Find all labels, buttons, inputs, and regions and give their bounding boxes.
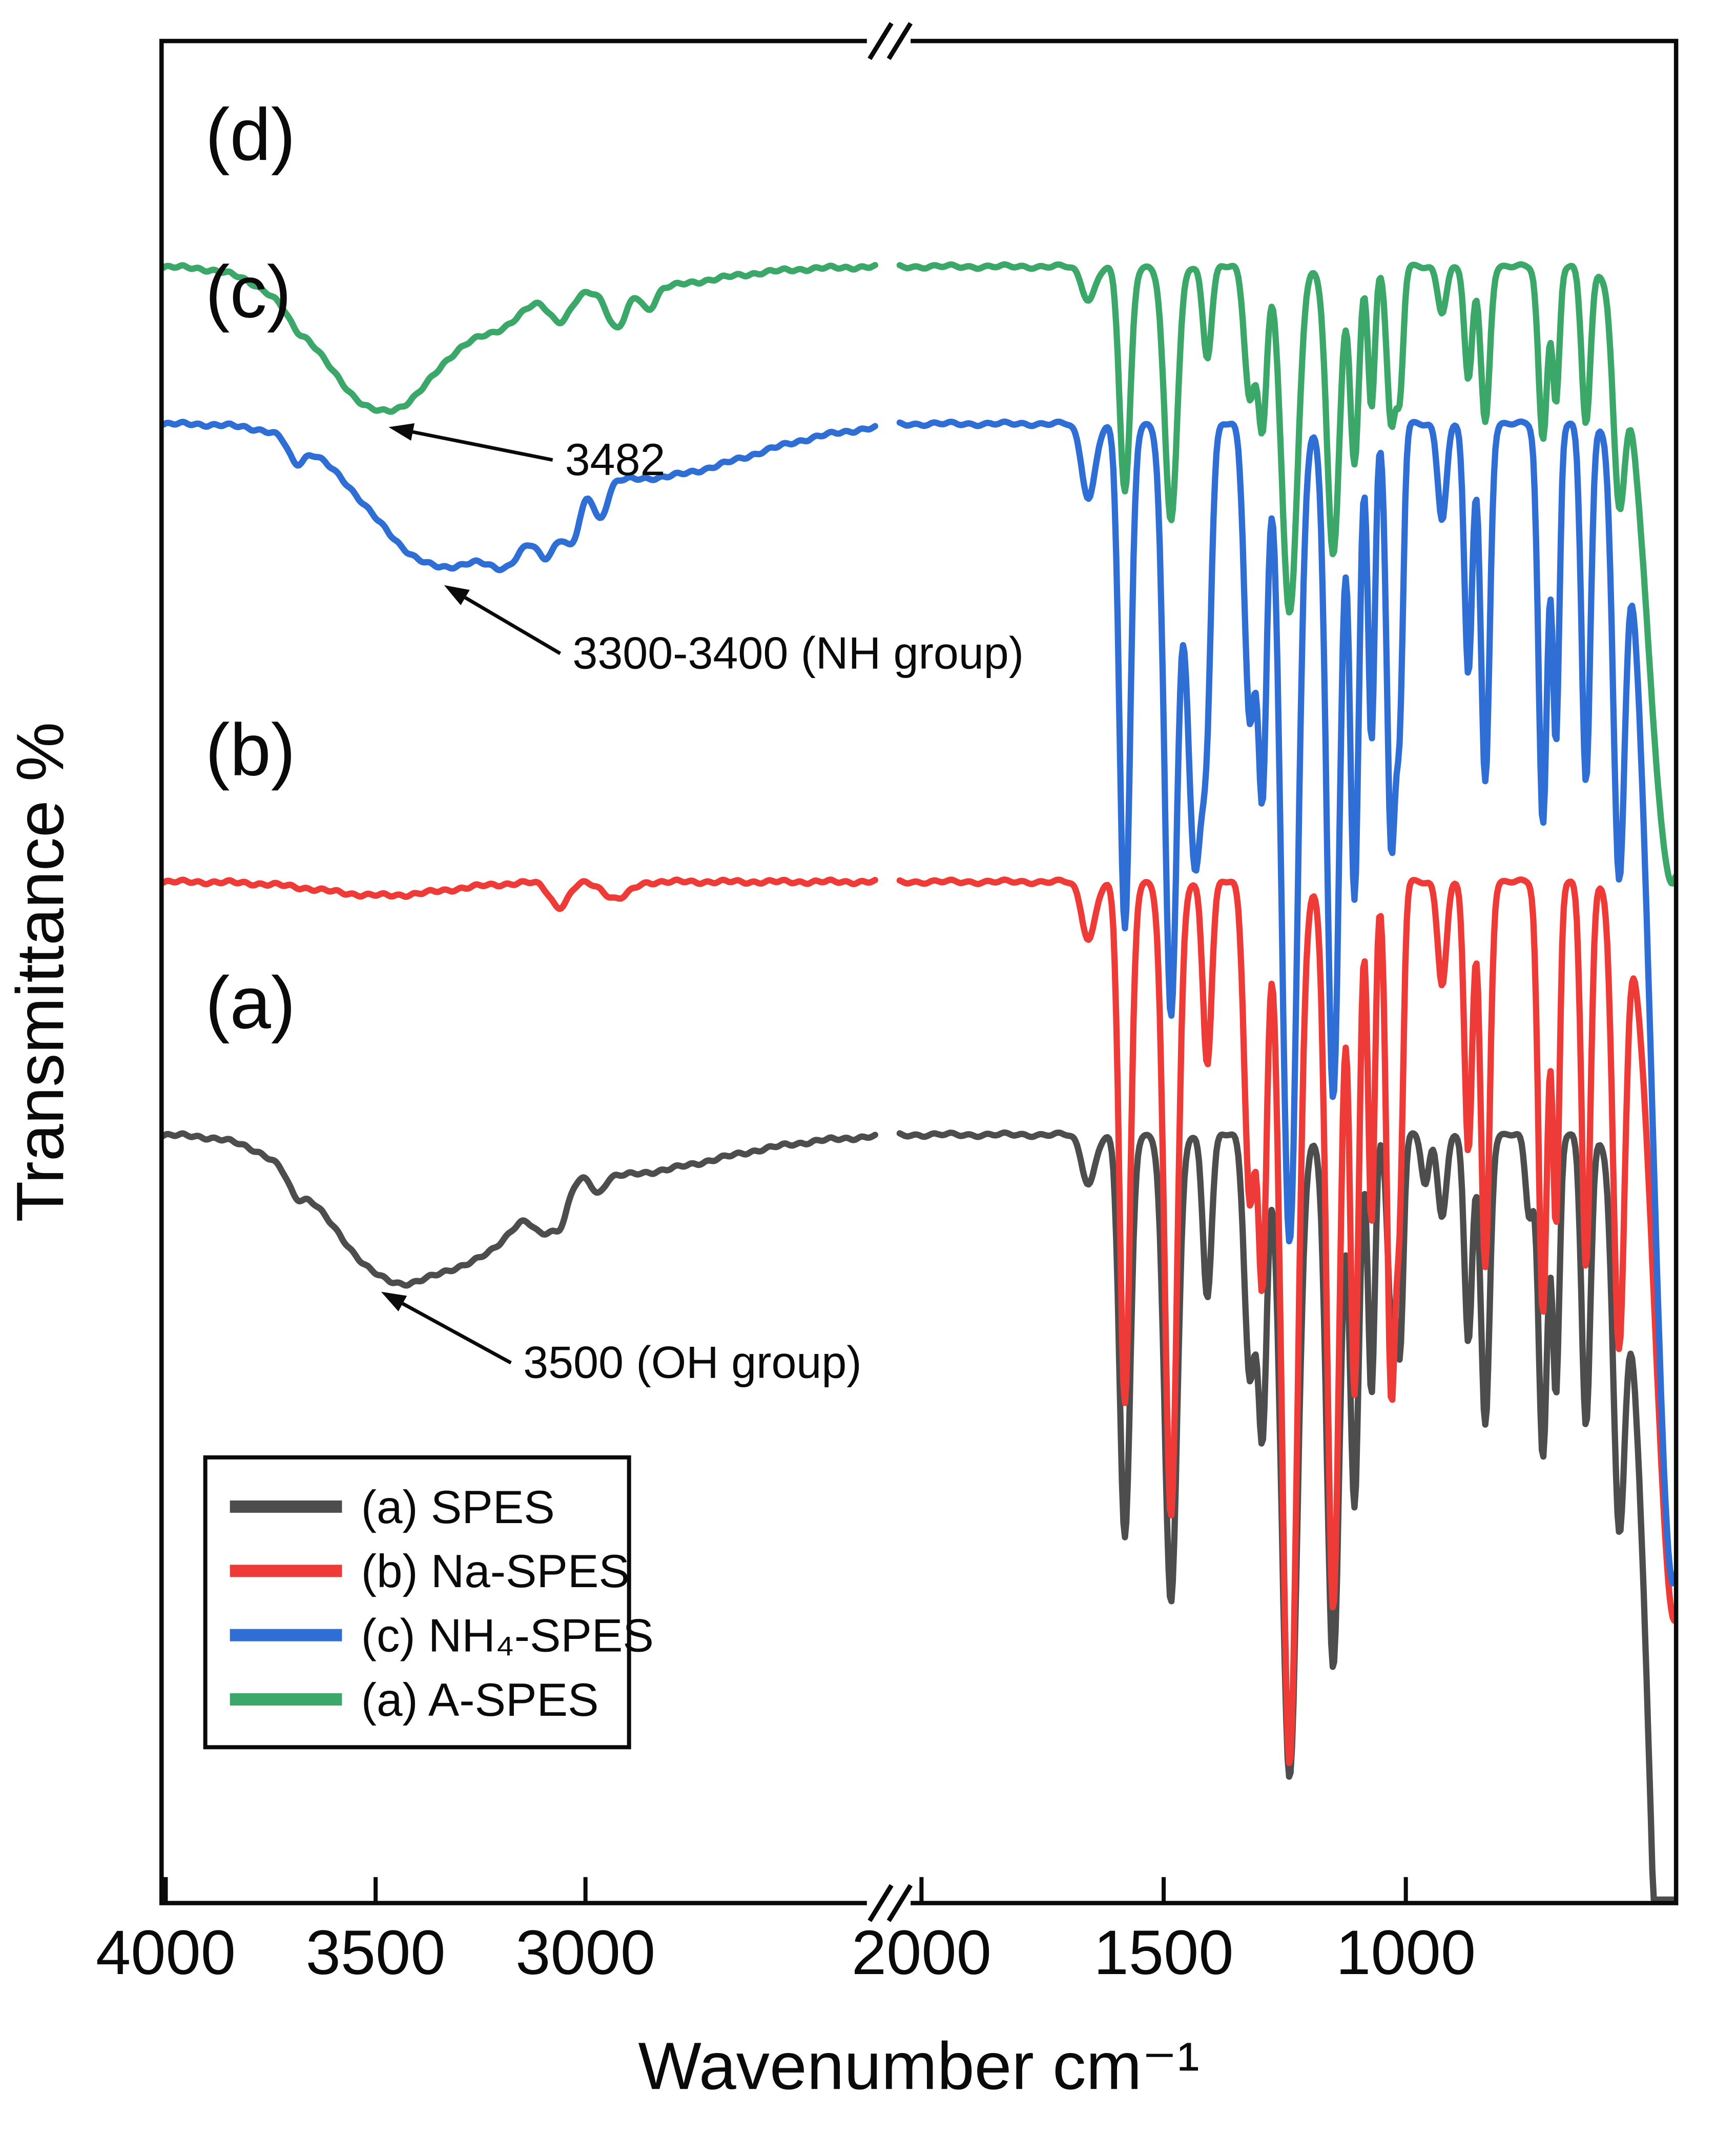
spectrum-line-a-spes [161, 261, 1677, 887]
annotations: 3482 3300-3400 (NH group) 3500 (OH group) [381, 423, 1024, 1388]
annotation-text-0: 3482 [565, 434, 666, 485]
x-tick-label: 3000 [515, 1918, 655, 1988]
x-axis-title: Wavenumber cm⁻¹ [638, 2028, 1199, 2103]
spectrum-line-nh4-spes [161, 418, 1677, 1587]
annotation-arrow-line [402, 1302, 512, 1365]
annotation-arrow-head [444, 585, 470, 606]
series-tag-spes: (a) [205, 961, 296, 1044]
legend-label-1: (b) Na-SPES [361, 1546, 630, 1597]
annotation-arrow-head [381, 1291, 407, 1311]
axis-break-slash [886, 22, 913, 60]
x-tick-label: 1000 [1336, 1918, 1476, 1988]
plot-border [159, 38, 1679, 1905]
annotation-arrow-head [388, 423, 415, 441]
axis-break-slash [886, 1884, 913, 1922]
y-axis-title: Transmittance % [3, 722, 77, 1222]
series-tag-nh4-spes: (c) [205, 251, 292, 333]
x-tick-label: 2000 [852, 1918, 991, 1988]
legend-label-3: (a) A-SPES [361, 1674, 599, 1726]
spectrum-line-na-spes [161, 876, 1677, 1767]
annotation-arrow-line [464, 596, 562, 655]
x-tick-label: 4000 [96, 1918, 236, 1988]
legend-label-2: (c) NH₄-SPES [361, 1610, 654, 1662]
x-axis-ticks: 4000 3500 3000 2000 1500 1000 [96, 1877, 1476, 1988]
legend: (a) SPES (b) Na-SPES (c) NH₄-SPES (a) A-SPE… [203, 1455, 654, 1750]
annotation-text-1: 3300-3400 (NH group) [572, 627, 1024, 678]
annotation-arrow-line [412, 430, 553, 462]
legend-label-0: (a) SPES [361, 1482, 555, 1533]
spectra-curves [161, 261, 1677, 1903]
axis-break-marks [866, 22, 913, 1922]
series-tags: (a) (b) (c) (d) [205, 93, 296, 1044]
axis-break-slash [867, 22, 894, 60]
annotation-text-2: 3500 (OH group) [523, 1337, 861, 1388]
legend-box-group: (a) SPES (b) Na-SPES (c) NH₄-SPES (a) A-SPE… [203, 1455, 654, 1750]
x-tick-label: 3500 [306, 1918, 446, 1988]
x-tick-label: 1500 [1094, 1918, 1234, 1988]
series-tag-a-spes: (d) [205, 93, 296, 176]
series-tag-na-spes: (b) [205, 709, 296, 791]
axis-break-slash [867, 1884, 894, 1922]
